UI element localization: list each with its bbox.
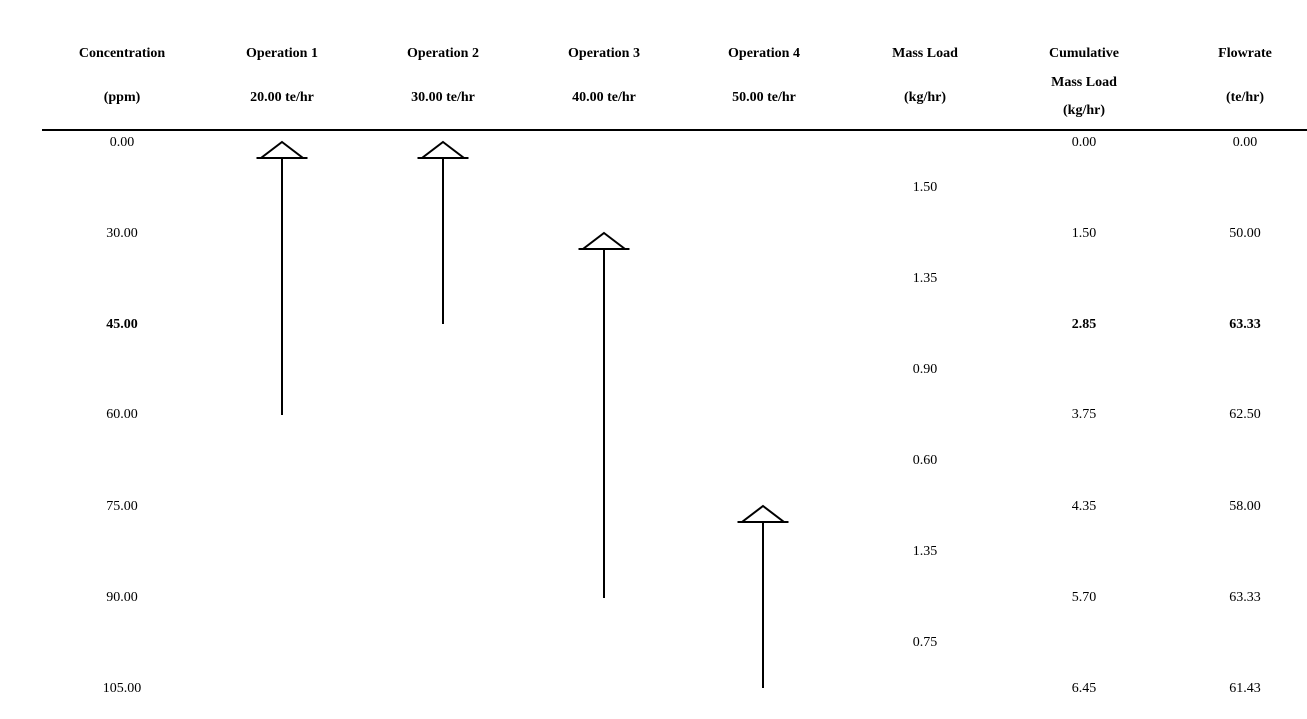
header-cumulative-label-line1: Cumulative	[1049, 46, 1119, 61]
header-cumulative-label-line2: Mass Load	[1051, 75, 1117, 90]
header-divider-line	[42, 129, 1307, 131]
arrow-shaft	[762, 523, 764, 688]
mass-load-value-3: 0.60	[912, 453, 938, 468]
concentration-value-0: 0.00	[109, 135, 135, 150]
flowrate-value-2: 63.33	[1229, 317, 1261, 332]
header-mass-load-label: Mass Load	[892, 46, 958, 61]
concentration-value-1: 30.00	[106, 226, 138, 241]
cumulative-value-5: 5.70	[1071, 590, 1097, 605]
arrow-shaft	[603, 250, 605, 598]
mass-load-value-4: 1.35	[912, 544, 938, 559]
flowrate-value-3: 62.50	[1229, 407, 1261, 422]
arrow-shaft	[281, 159, 283, 415]
arrow-up-icon	[417, 140, 469, 159]
concentration-value-6: 105.00	[102, 681, 142, 696]
flowrate-value-5: 63.33	[1229, 590, 1261, 605]
header-operation-1-flow: 20.00 te/hr	[250, 90, 314, 105]
cumulative-value-2: 2.85	[1071, 317, 1097, 332]
mass-load-value-5: 0.75	[912, 635, 938, 650]
cumulative-value-0: 0.00	[1071, 135, 1097, 150]
mass-load-value-2: 0.90	[912, 362, 938, 377]
header-mass-load-unit: (kg/hr)	[904, 90, 946, 105]
header-operation-2-label: Operation 2	[407, 46, 479, 61]
header-operation-1-label: Operation 1	[246, 46, 318, 61]
mass-load-value-1: 1.35	[912, 271, 938, 286]
arrow-up-icon	[737, 504, 789, 523]
header-flowrate-unit: (te/hr)	[1225, 90, 1265, 105]
header-cumulative-unit: (kg/hr)	[1063, 103, 1105, 118]
flowrate-value-6: 61.43	[1229, 681, 1261, 696]
concentration-value-4: 75.00	[106, 499, 138, 514]
arrow-up-icon	[256, 140, 308, 159]
cumulative-value-1: 1.50	[1071, 226, 1097, 241]
header-operation-4-label: Operation 4	[728, 46, 800, 61]
concentration-value-3: 60.00	[106, 407, 138, 422]
header-operation-3-label: Operation 3	[568, 46, 640, 61]
cumulative-value-3: 3.75	[1071, 407, 1097, 422]
header-operation-4-flow: 50.00 te/hr	[732, 90, 796, 105]
flowrate-value-4: 58.00	[1229, 499, 1261, 514]
concentration-value-5: 90.00	[106, 590, 138, 605]
flowrate-value-1: 50.00	[1229, 226, 1261, 241]
header-concentration-unit: (ppm)	[103, 90, 141, 105]
concentration-value-2: 45.00	[106, 317, 138, 332]
cumulative-value-4: 4.35	[1071, 499, 1097, 514]
mass-load-value-0: 1.50	[912, 180, 938, 195]
arrow-shaft	[442, 159, 444, 324]
arrow-up-icon	[578, 231, 630, 250]
header-concentration-label: Concentration	[78, 46, 166, 61]
header-operation-2-flow: 30.00 te/hr	[411, 90, 475, 105]
header-operation-3-flow: 40.00 te/hr	[572, 90, 636, 105]
cumulative-value-6: 6.45	[1071, 681, 1097, 696]
header-flowrate-label: Flowrate	[1218, 46, 1272, 61]
flowrate-value-0: 0.00	[1232, 135, 1258, 150]
